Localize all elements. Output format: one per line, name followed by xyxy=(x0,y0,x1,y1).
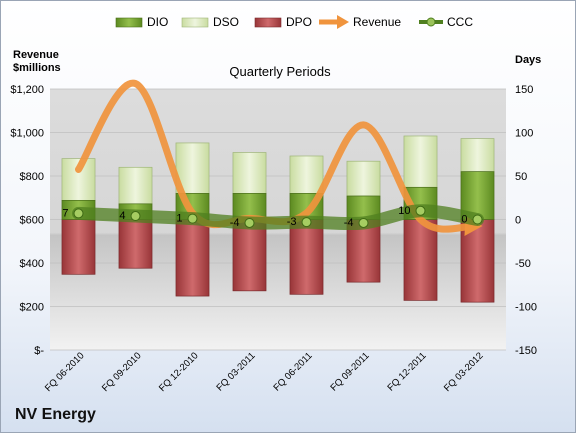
ccc-data-label: 10 xyxy=(398,205,410,217)
dso-bar xyxy=(460,138,495,172)
x-tick-label: FQ 06-2011 xyxy=(271,350,314,393)
left-tick-label: $1,000 xyxy=(10,128,44,140)
x-tick-label: FQ 12-2010 xyxy=(157,350,201,394)
dpo-bar xyxy=(403,219,438,301)
x-tick-label: FQ 03-2012 xyxy=(442,350,486,394)
right-tick-label: 100 xyxy=(515,128,533,140)
legend: DIO DSO DPO Revenue CCC xyxy=(115,15,473,29)
right-tick-label: -100 xyxy=(515,302,537,314)
x-axis-labels: FQ 06-2010 FQ 09-2010 FQ 12-2010 FQ 03-2011… xyxy=(43,350,486,394)
left-tick-label: $1,200 xyxy=(10,84,44,96)
legend-dpo-swatch xyxy=(254,17,282,28)
dpo-bar xyxy=(232,219,267,292)
dso-bar xyxy=(232,152,267,194)
x-tick-label: FQ 09-2010 xyxy=(100,350,144,394)
dpo-bar xyxy=(175,219,210,297)
dso-bar xyxy=(346,160,381,197)
x-tick-label: FQ 12-2011 xyxy=(385,350,428,393)
left-tick-label: $400 xyxy=(20,258,44,270)
legend-revenue-label: Revenue xyxy=(353,15,401,29)
legend-ccc-label: CCC xyxy=(447,15,473,29)
ccc-point xyxy=(187,213,198,224)
company-name: NV Energy xyxy=(15,406,96,423)
ccc-data-label: 0 xyxy=(461,214,467,226)
right-axis-ticks: -150 -100 -50 0 50 100 150 xyxy=(515,84,537,357)
left-tick-label: $800 xyxy=(20,171,44,183)
right-axis-title: Days xyxy=(515,54,541,66)
legend-dio-swatch xyxy=(115,17,143,28)
ccc-data-label: -4 xyxy=(344,217,354,229)
ccc-series: 7 4 1 -4 -3 -4 10 0 xyxy=(62,204,484,231)
left-axis-title-line2: $millions xyxy=(13,62,61,74)
dpo-bar xyxy=(118,219,153,269)
left-tick-label: $200 xyxy=(20,302,44,314)
left-tick-label: $- xyxy=(34,345,44,357)
legend-dso-label: DSO xyxy=(213,15,239,29)
ccc-point xyxy=(130,211,141,222)
ccc-data-label: -3 xyxy=(287,216,297,228)
right-tick-label: -150 xyxy=(515,345,537,357)
x-tick-label: FQ 03-2011 xyxy=(214,350,257,393)
left-tick-label: $600 xyxy=(20,215,44,227)
legend-revenue-swatch xyxy=(319,15,349,29)
legend-ccc-swatch xyxy=(419,17,443,27)
x-tick-label: FQ 09-2011 xyxy=(328,350,371,393)
dso-bar xyxy=(403,135,438,188)
legend-dio-label: DIO xyxy=(147,15,168,29)
legend-dpo-label: DPO xyxy=(286,15,312,29)
ccc-point xyxy=(73,208,84,219)
ccc-data-label: 4 xyxy=(119,210,125,222)
right-tick-label: 150 xyxy=(515,84,533,96)
dpo-bar xyxy=(289,219,324,295)
left-axis-title-line1: Revenue xyxy=(13,49,59,61)
dpo-bar xyxy=(61,219,96,275)
dso-bar xyxy=(289,155,324,194)
right-tick-label: 0 xyxy=(515,215,521,227)
right-tick-label: -50 xyxy=(515,258,531,270)
legend-dso-swatch xyxy=(181,17,209,28)
ccc-point xyxy=(472,214,483,225)
chart-title: Quarterly Periods xyxy=(229,64,331,79)
ccc-data-label: 7 xyxy=(62,207,68,219)
ccc-point xyxy=(244,217,255,228)
left-axis-ticks: $- $200 $400 $600 $800 $1,000 $1,200 xyxy=(10,84,44,357)
ccc-point xyxy=(301,217,312,228)
ccc-point xyxy=(358,217,369,228)
x-tick-label: FQ 06-2010 xyxy=(43,350,87,394)
ccc-data-label: 1 xyxy=(176,213,182,225)
ccc-point xyxy=(415,205,426,216)
right-tick-label: 50 xyxy=(515,171,527,183)
ccc-data-label: -4 xyxy=(230,217,240,229)
dso-bar xyxy=(118,166,153,205)
